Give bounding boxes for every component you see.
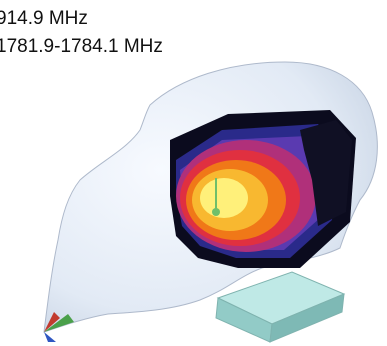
phone-block [215, 271, 346, 343]
sar-heatmap [170, 110, 356, 268]
frequency-label-range: 1781.9-1784.1 MHz [0, 36, 163, 57]
xyz-axes-icon [44, 312, 74, 342]
frequency-label-primary: 914.9 MHz [0, 8, 88, 29]
antenna-probe-icon [212, 178, 220, 216]
